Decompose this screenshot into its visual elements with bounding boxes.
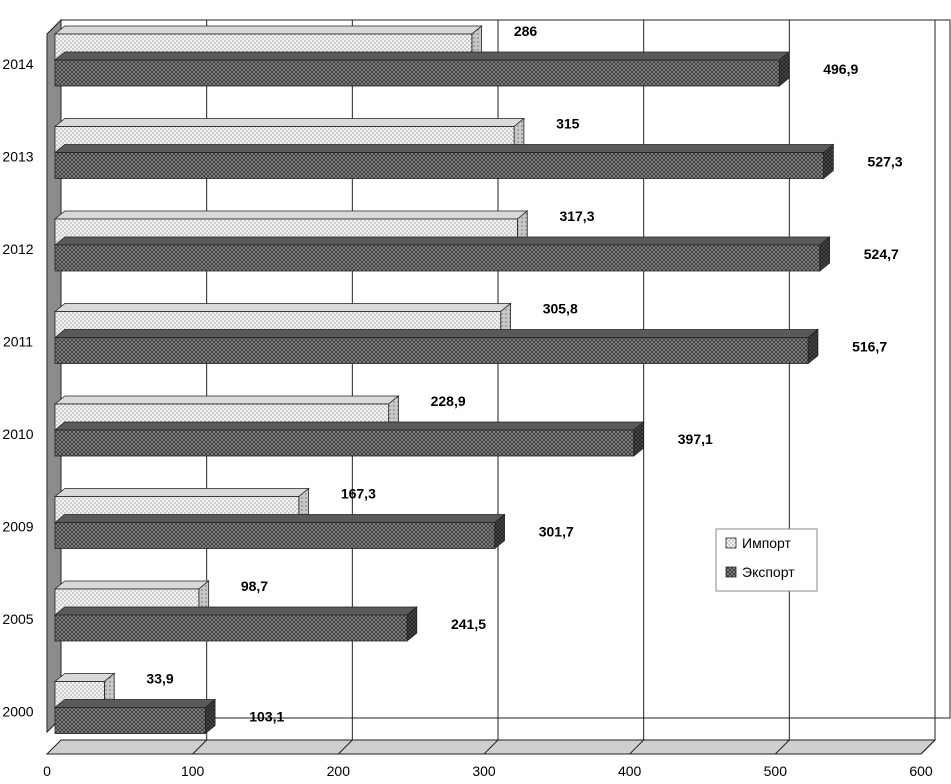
export-bar: [54, 337, 809, 364]
export-data-label: 241,5: [451, 616, 486, 632]
gridline-foot: [192, 739, 208, 755]
export-bar: [54, 707, 206, 734]
import-data-label: 315: [556, 116, 580, 132]
export-bar-top: [53, 236, 831, 246]
category-label: 2009: [2, 519, 33, 535]
import-bar-top: [53, 25, 483, 35]
x-tick-label: 400: [618, 763, 642, 779]
x-tick-label: 100: [181, 763, 205, 779]
export-bar-top: [53, 606, 418, 616]
export-data-label: 524,7: [864, 246, 899, 262]
legend: Импорт Экспорт: [715, 528, 818, 592]
export-bar: [54, 429, 635, 457]
import-data-label: 228,9: [431, 393, 466, 409]
import-data-label: 317,3: [559, 208, 594, 224]
export-data-label: 527,3: [868, 154, 903, 170]
export-bar-top: [53, 329, 820, 338]
export-bar-top: [53, 51, 791, 61]
category-label: 2013: [2, 149, 33, 165]
category-labels: 2000 2005 2009 2010 2011 2012 2013 2014: [2, 56, 33, 720]
x-tick-label: 300: [472, 763, 496, 779]
export-data-label: 397,1: [678, 431, 713, 447]
category-label: 2005: [2, 611, 33, 627]
category-label: 2012: [2, 241, 33, 257]
gridline-foot: [920, 739, 936, 755]
export-data-label: 301,7: [539, 524, 574, 540]
import-bar-top: [53, 488, 310, 497]
legend-swatch-export: [725, 566, 737, 578]
export-data-label: 516,7: [852, 339, 887, 355]
legend-entry: Экспорт: [742, 564, 795, 580]
export-bar-top: [53, 144, 835, 153]
export-bar-top: [53, 514, 506, 523]
x-tick-label: 0: [43, 763, 51, 779]
export-bar: [54, 244, 821, 272]
import-data-label: 286: [514, 23, 538, 39]
category-label: 2011: [3, 334, 33, 350]
legend-entry: Импорт: [742, 535, 792, 551]
export-data-label: 103,1: [249, 709, 284, 725]
data-labels: 33,9 103,1 98,7 241,5 167,3 301,7 228,9 397,1 30…: [146, 23, 902, 725]
bars: [53, 25, 835, 735]
import-data-label: 305,8: [543, 301, 578, 317]
import-data-label: 98,7: [241, 578, 268, 594]
gridline-foot: [337, 739, 353, 755]
export-bar: [54, 614, 408, 642]
export-bar: [54, 522, 496, 549]
gridline-foot: [774, 739, 790, 755]
gridline-foot: [483, 739, 499, 755]
import-data-label: 33,9: [146, 671, 173, 687]
import-bar-top: [53, 395, 400, 405]
import-data-label: 167,3: [341, 486, 376, 502]
import-bar-top: [53, 118, 526, 127]
export-bar: [54, 152, 824, 179]
export-bar: [54, 59, 780, 87]
export-bar-top: [53, 699, 217, 708]
import-bar-top: [53, 303, 512, 312]
category-label: 2014: [2, 56, 33, 72]
category-label: 2000: [2, 704, 33, 720]
category-label: 2010: [2, 426, 33, 442]
x-tick-label: 200: [327, 763, 351, 779]
legend-swatch-import: [725, 537, 737, 549]
x-tick-label: 600: [909, 763, 933, 779]
x-tick-label: 500: [764, 763, 788, 779]
gridline-foot: [629, 739, 645, 755]
x-tick-labels: 0 100 200 300 400 500 600: [43, 763, 933, 779]
export-bar-top: [53, 421, 645, 431]
import-bar-top: [53, 580, 210, 590]
import-bar-top: [53, 210, 529, 220]
export-data-label: 496,9: [823, 61, 858, 77]
